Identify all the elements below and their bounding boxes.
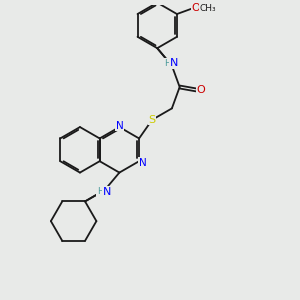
Text: O: O — [196, 85, 205, 95]
Text: N: N — [103, 187, 111, 197]
Text: N: N — [170, 58, 178, 68]
Text: N: N — [139, 158, 146, 168]
Text: H: H — [164, 59, 171, 68]
Text: CH₃: CH₃ — [199, 4, 216, 13]
Text: O: O — [192, 3, 200, 14]
Text: S: S — [148, 115, 156, 125]
Text: N: N — [116, 121, 123, 130]
Text: H: H — [97, 187, 104, 196]
